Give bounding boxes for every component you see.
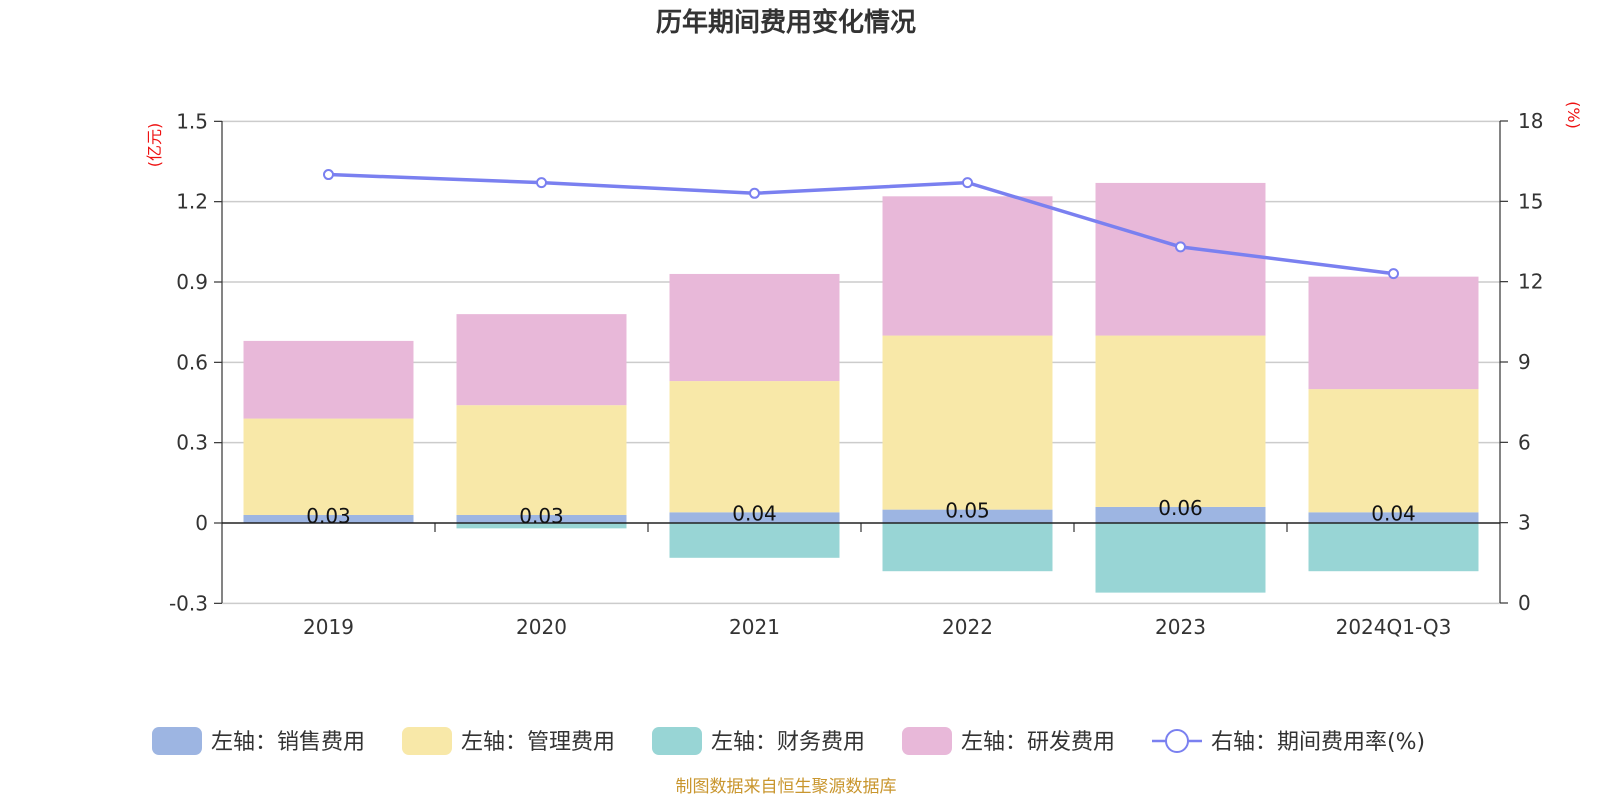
line-point (536, 177, 547, 189)
bar-segment (1095, 506, 1266, 523)
legend-label: 左轴：研发费用 (961, 730, 1115, 755)
bar-segment (243, 514, 414, 523)
line-series (323, 169, 1399, 280)
right-axis-tick-label: 15 (1518, 189, 1543, 213)
left-axis-unit: (亿元) (145, 123, 164, 168)
legend-label: 右轴：期间费用率(%) (1211, 730, 1425, 755)
bar-segment (669, 523, 840, 558)
bar-segment (456, 314, 627, 406)
bar-segment (1095, 182, 1266, 336)
left-axis-tick-label: 0.9 (176, 270, 208, 294)
bar-segment (1308, 276, 1479, 390)
bar-segment (1308, 389, 1479, 513)
legend-item[interactable]: 左轴：研发费用 (902, 727, 1115, 755)
right-axis-tick-label: 0 (1518, 591, 1531, 615)
right-axis-tick-label: 18 (1518, 109, 1543, 133)
x-axis-tick-label: 2022 (942, 615, 993, 639)
legend-label: 左轴：销售费用 (211, 730, 365, 755)
x-axis-tick-label: 2019 (303, 615, 354, 639)
legend-item[interactable]: 左轴：财务费用 (652, 727, 865, 755)
data-label: 0.04 (732, 501, 777, 525)
bar-segment (882, 335, 1053, 510)
x-axis-tick-label: 2023 (1155, 615, 1206, 639)
legend-swatch (902, 727, 952, 755)
left-axis-tick-label: 1.2 (176, 190, 208, 214)
line-point (1388, 268, 1399, 280)
data-labels: 0.03 0.03 0.04 0.05 0.06 0.04 (306, 496, 1416, 528)
data-label: 0.05 (945, 499, 990, 523)
x-axis-tick-label: 2024Q1-Q3 (1336, 615, 1452, 639)
bar-segment (243, 418, 414, 515)
data-label: 0.03 (306, 504, 351, 528)
legend-item[interactable]: 右轴：期间费用率(%) (1152, 729, 1425, 755)
legend-label: 左轴：管理费用 (461, 730, 615, 755)
bar-segment (1308, 523, 1479, 572)
bar-segment (456, 405, 627, 515)
left-axis-tick-label: 0.3 (176, 431, 208, 455)
axes: -0.3 0 0.3 0.6 0.9 1.2 1.5 0 3 6 9 12 15 18 2019 2020 20… (169, 109, 1543, 639)
bar-segment (1308, 512, 1479, 523)
bar-series (243, 182, 1479, 593)
line-point (1175, 241, 1186, 253)
bar-segment (1095, 523, 1266, 593)
legend-item[interactable]: 左轴：销售费用 (152, 727, 365, 755)
left-axis-tick-label: -0.3 (169, 591, 208, 615)
bar-segment (456, 514, 627, 523)
line-point (962, 177, 973, 189)
bar-segment (243, 340, 414, 419)
legend[interactable]: 左轴：销售费用 左轴：管理费用 左轴：财务费用 左轴：研发费用 右轴：期间费用率(%) (152, 727, 1425, 755)
bar-segment (882, 523, 1053, 572)
bar-segment (669, 381, 840, 513)
data-label: 0.04 (1371, 501, 1416, 525)
right-axis-tick-label: 6 (1518, 430, 1531, 454)
right-axis-tick-label: 12 (1518, 270, 1543, 294)
left-axis-tick-label: 0 (195, 511, 208, 535)
right-axis-tick-label: 3 (1518, 511, 1531, 535)
bar-segment (669, 273, 840, 382)
left-axis-tick-label: 1.5 (176, 109, 208, 133)
source-note: 制图数据来自恒生聚源数据库 (676, 777, 897, 797)
data-label: 0.03 (519, 504, 564, 528)
bar-segment (882, 196, 1053, 336)
legend-swatch (152, 727, 202, 755)
left-axis-tick-label: 0.6 (176, 350, 208, 374)
bar-segment (1095, 335, 1266, 507)
line-point (323, 169, 334, 181)
chart-title: 历年期间费用变化情况 (656, 7, 916, 38)
legend-marker (1165, 729, 1189, 753)
bar-segment (456, 523, 627, 529)
right-axis-unit: (%) (1564, 101, 1583, 129)
right-axis-tick-label: 9 (1518, 350, 1531, 374)
bar-segment (882, 509, 1053, 523)
bar-segment (669, 512, 840, 523)
x-axis-tick-label: 2021 (729, 615, 780, 639)
legend-label: 左轴：财务费用 (711, 730, 865, 755)
x-axis-tick-label: 2020 (516, 615, 567, 639)
expense-rate-line (328, 172, 1394, 276)
legend-swatch (652, 727, 702, 755)
gridlines (222, 120, 1500, 605)
line-point (749, 187, 760, 199)
data-label: 0.06 (1158, 496, 1203, 520)
legend-item[interactable]: 左轴：管理费用 (402, 727, 615, 755)
legend-swatch (402, 727, 452, 755)
